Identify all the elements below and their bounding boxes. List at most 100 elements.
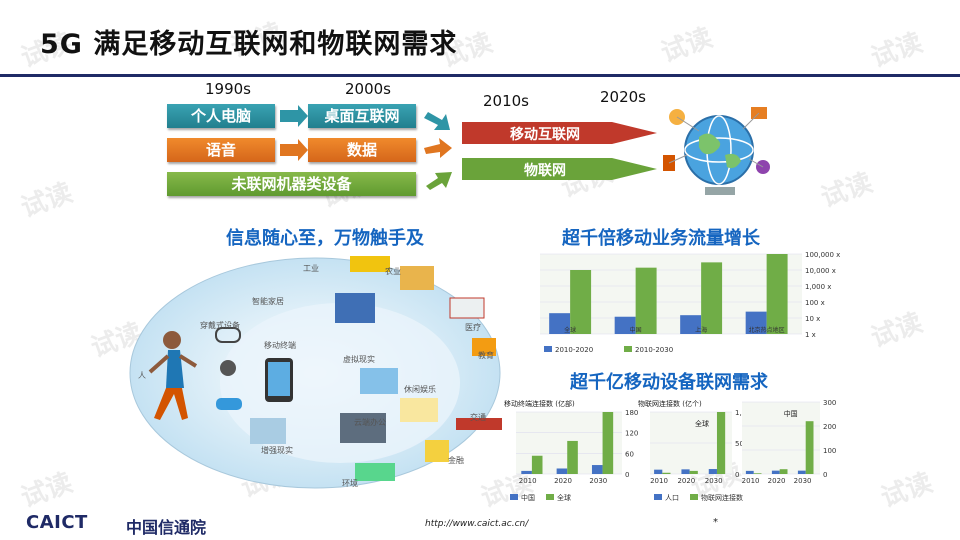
glasses-icon — [215, 327, 241, 343]
shoe-icon — [216, 398, 242, 410]
environment-icon — [355, 463, 395, 481]
legend-swatch — [654, 494, 662, 500]
legend-entry: 中国 — [521, 493, 535, 502]
smart-home-icon — [335, 293, 375, 323]
scene-label: 穿戴式设备 — [200, 321, 240, 330]
bar — [708, 469, 717, 474]
bar — [567, 440, 578, 474]
legend-entry: 人口 — [665, 494, 679, 502]
year-label: 1990s — [205, 80, 251, 98]
bar — [602, 412, 614, 474]
bar — [716, 412, 726, 474]
category-label: 2030 — [794, 477, 812, 485]
connected-globe-illustration — [663, 107, 770, 195]
tick-label: 100 — [823, 447, 836, 455]
industry-icon — [350, 256, 390, 272]
arrow-icon — [280, 105, 308, 127]
arrow-icon — [426, 172, 452, 190]
transport-icon — [456, 418, 502, 430]
scene-label: 云端办公 — [354, 418, 386, 427]
tick-label: 0 — [735, 471, 739, 479]
watermark: 试读 — [17, 467, 77, 514]
category-label: 上海 — [695, 326, 707, 334]
cloud-office-icon — [340, 413, 386, 443]
tick-label: 100,000 x — [805, 251, 840, 259]
category-label: 2010 — [519, 477, 537, 485]
category-label: 2030 — [705, 477, 723, 485]
legend-swatch — [510, 494, 518, 500]
bar — [662, 472, 671, 474]
scene-label: 人 — [138, 371, 146, 380]
data-box: 数据 — [308, 138, 416, 162]
bar — [766, 254, 788, 334]
watermark: 试读 — [867, 307, 927, 354]
device-connection-title: 超千亿移动设备联网需求 — [570, 372, 768, 393]
bar — [771, 470, 780, 474]
mobile-internet-arrow-icon — [462, 122, 657, 144]
scene-label: 智能家居 — [252, 297, 284, 306]
arrow-icon — [280, 139, 308, 161]
scene-label: 休闲娱乐 — [404, 385, 436, 394]
watermark: 试读 — [877, 467, 937, 514]
bar — [591, 465, 603, 474]
category-label: 中国 — [630, 326, 642, 334]
bar — [654, 469, 663, 474]
legend-swatch — [624, 346, 632, 352]
scene-label: 移动终端 — [264, 341, 296, 350]
bar — [556, 468, 568, 474]
page-title: 5G 满足移动互联网和物联网需求 — [40, 29, 458, 60]
device-icon — [705, 187, 735, 195]
bar — [531, 455, 543, 474]
unconnected-devices-box: 未联网机器类设备 — [167, 172, 416, 196]
tick-label: 100 x — [805, 299, 825, 307]
mobile-internet-label: 移动互联网 — [510, 127, 580, 143]
tick-label: 1 x — [805, 331, 816, 339]
footer-url[interactable]: http://www.caict.ac.cn/ — [425, 519, 529, 529]
traffic-growth-chart: 1 x 10 x 100 x 1,000 x 10,000 x 100,000 x 全球 中国… — [540, 251, 840, 354]
tick-label: 180 — [625, 409, 638, 417]
finance-icon — [425, 440, 449, 462]
bar — [635, 267, 657, 334]
chart-title: 物联网连接数 (亿个) — [638, 399, 702, 408]
category-label: 全球 — [564, 326, 576, 334]
globe-icon — [684, 115, 754, 185]
year-label: 2010s — [483, 92, 529, 110]
bar — [745, 311, 767, 334]
tick-label: 0 — [823, 471, 827, 479]
legend-entry: 2010-2020 — [555, 346, 593, 354]
scene-label: 交通 — [470, 413, 486, 422]
ar-icon — [250, 418, 286, 444]
scene-label: 工业 — [303, 264, 319, 273]
desktop-internet-box: 桌面互联网 — [308, 104, 416, 128]
legend-entry: 物联网连接数 — [701, 493, 743, 502]
left-section-title: 信息随心至，万物触手及 — [226, 228, 424, 249]
scene-label: 医疗 — [465, 323, 481, 332]
year-label: 2000s — [345, 80, 391, 98]
bar — [681, 469, 690, 474]
caict-logo-cn: 中国信通院 — [126, 518, 207, 537]
bar — [521, 470, 532, 474]
watermark: 试读 — [17, 177, 77, 224]
trend-arrows — [462, 122, 657, 180]
scene-label: 农业 — [385, 267, 401, 276]
category-label: 2020 — [554, 477, 572, 485]
timeline-arrows — [280, 105, 452, 190]
scenario-illustration — [129, 256, 502, 489]
bar — [797, 470, 806, 474]
vr-icon — [360, 368, 398, 394]
runner-icon — [148, 331, 198, 420]
caict-logo: CAICT — [26, 512, 88, 533]
legend-swatch — [544, 346, 552, 352]
tick-label: 60 — [625, 450, 634, 458]
scene-label: 环境 — [342, 479, 358, 488]
arrow-icon — [424, 112, 450, 130]
scene-label: 教育 — [478, 351, 494, 360]
bar — [805, 421, 814, 474]
voice-box: 语音 — [167, 138, 275, 162]
scene-label: 虚拟现实 — [343, 355, 375, 364]
bar — [745, 470, 754, 474]
entertainment-icon — [400, 398, 438, 422]
traffic-growth-title: 超千倍移动业务流量增长 — [562, 228, 760, 249]
legend-entry: 2010-2030 — [635, 346, 673, 354]
tick-label: 120 — [625, 430, 638, 438]
